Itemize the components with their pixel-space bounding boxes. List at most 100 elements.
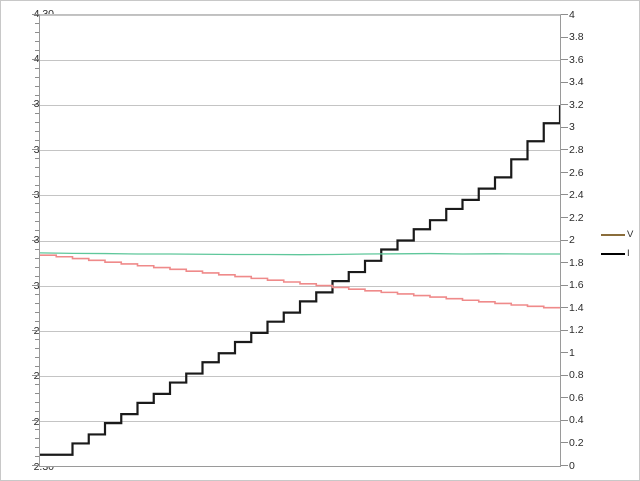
axis-tick <box>561 127 568 128</box>
axis-tick <box>32 465 39 466</box>
right-axis-tick-label: 0 <box>569 460 575 472</box>
axis-tick <box>35 411 39 412</box>
axis-tick <box>35 212 39 213</box>
axis-tick <box>35 249 39 250</box>
gridline <box>40 105 560 106</box>
axis-tick <box>561 465 568 466</box>
axis-tick <box>35 113 39 114</box>
axis-tick <box>35 176 39 177</box>
legend-label-i: I <box>627 248 630 259</box>
axis-tick <box>561 442 568 443</box>
axis-tick <box>561 352 568 353</box>
axis-tick <box>35 122 39 123</box>
axis-tick <box>561 104 568 105</box>
right-axis-tick-label: 2.8 <box>569 144 584 156</box>
right-axis-tick-label: 3.2 <box>569 99 584 111</box>
axis-tick <box>35 158 39 159</box>
axis-tick <box>32 285 39 286</box>
axis-tick <box>35 95 39 96</box>
axis-tick <box>561 330 568 331</box>
axis-tick <box>35 294 39 295</box>
right-axis-tick-label: 0.4 <box>569 414 584 426</box>
axis-tick <box>35 456 39 457</box>
axis-tick <box>32 375 39 376</box>
axis-tick <box>32 240 39 241</box>
axis-tick <box>35 32 39 33</box>
gridline <box>40 331 560 332</box>
right-axis-tick-label: 1 <box>569 347 575 359</box>
axis-tick <box>561 37 568 38</box>
gridline <box>40 466 560 467</box>
axis-tick <box>32 330 39 331</box>
axis-tick <box>561 397 568 398</box>
series-line-green-trace <box>40 253 560 255</box>
gridline <box>40 15 560 16</box>
axis-tick <box>35 429 39 430</box>
series-lines <box>40 15 560 466</box>
axis-tick <box>35 185 39 186</box>
legend-item-v[interactable]: V <box>601 230 633 239</box>
axis-tick <box>35 77 39 78</box>
axis-tick <box>561 240 568 241</box>
axis-tick <box>35 267 39 268</box>
right-axis-tick-label: 0.6 <box>569 392 584 404</box>
right-axis-tick-label: 3.4 <box>569 76 584 88</box>
series-line-red-trace <box>40 255 560 308</box>
axis-tick <box>35 68 39 69</box>
axis-tick <box>35 131 39 132</box>
gridline <box>40 60 560 61</box>
legend-swatch-i <box>601 252 625 255</box>
right-axis-tick-label: 0.8 <box>569 369 584 381</box>
right-axis-tick-label: 3.8 <box>569 31 584 43</box>
axis-tick <box>561 194 568 195</box>
axis-tick <box>561 217 568 218</box>
axis-tick <box>35 41 39 42</box>
gridline <box>40 195 560 196</box>
right-axis-tick-label: 3.6 <box>569 54 584 66</box>
axis-tick <box>35 348 39 349</box>
legend-swatch-v <box>601 233 625 236</box>
right-axis-tick-label: 2.4 <box>569 189 584 201</box>
axis-tick <box>35 366 39 367</box>
axis-tick <box>35 312 39 313</box>
right-axis-tick-label: 1.8 <box>569 257 584 269</box>
axis-tick <box>32 104 39 105</box>
right-axis-tick-label: 2.6 <box>569 167 584 179</box>
gridline <box>40 286 560 287</box>
axis-tick <box>35 321 39 322</box>
plot-area <box>39 14 561 467</box>
axis-tick <box>32 14 39 15</box>
right-axis-tick-label: 2 <box>569 234 575 246</box>
axis-tick <box>35 357 39 358</box>
axis-tick <box>35 221 39 222</box>
axis-tick <box>35 402 39 403</box>
right-axis-tick-label: 3 <box>569 121 575 133</box>
axis-tick <box>35 167 39 168</box>
right-axis-tick-label: 1.4 <box>569 302 584 314</box>
left-axis-tick-label: 2.30 <box>33 461 54 473</box>
gridline <box>40 150 560 151</box>
axis-tick <box>35 276 39 277</box>
axis-tick <box>561 14 568 15</box>
right-axis-tick-label: 1.2 <box>569 324 584 336</box>
series-line-I <box>40 105 560 455</box>
axis-tick <box>35 303 39 304</box>
right-axis-tick-label: 1.6 <box>569 279 584 291</box>
axis-tick <box>32 149 39 150</box>
legend-item-i[interactable]: I <box>601 249 630 258</box>
right-axis-tick-label: 2.2 <box>569 212 584 224</box>
axis-tick <box>32 59 39 60</box>
axis-tick <box>35 384 39 385</box>
axis-tick <box>35 23 39 24</box>
gridline <box>40 376 560 377</box>
gridline <box>40 241 560 242</box>
axis-tick <box>35 140 39 141</box>
axis-tick <box>35 258 39 259</box>
axis-tick <box>561 307 568 308</box>
axis-tick <box>35 230 39 231</box>
axis-tick <box>35 339 39 340</box>
axis-tick <box>561 172 568 173</box>
axis-tick <box>35 393 39 394</box>
axis-tick <box>35 50 39 51</box>
axis-tick <box>561 285 568 286</box>
